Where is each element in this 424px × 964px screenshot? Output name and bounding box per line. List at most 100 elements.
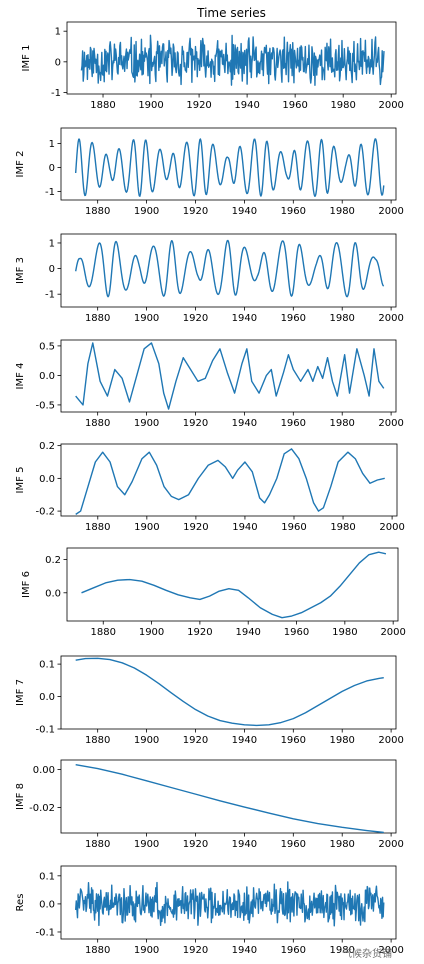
x-tick-label: 1920	[183, 313, 208, 324]
x-tick-label: 1960	[282, 100, 307, 111]
y-tick-label: -0.5	[35, 400, 55, 411]
watermark: 气候杂货铺	[342, 949, 392, 960]
x-tick-label: 2000	[378, 735, 403, 746]
y-tick-label: 0	[49, 163, 55, 174]
y-tick-label: 0.0	[39, 692, 55, 703]
y-tick-label: 0.2	[39, 441, 55, 452]
x-tick-label: 2000	[378, 313, 403, 324]
x-tick-label: 1920	[187, 627, 212, 638]
x-tick-label: 1960	[281, 839, 306, 850]
y-tick-label: 1	[49, 238, 55, 249]
x-tick-label: 1880	[91, 627, 116, 638]
y-tick-label: 1	[55, 27, 61, 38]
x-tick-label: 2000	[378, 100, 403, 111]
y-tick-label: 0.0	[39, 371, 55, 382]
x-tick-label: 1940	[232, 313, 257, 324]
x-tick-label: 1980	[329, 735, 354, 746]
x-tick-label: 2000	[378, 418, 403, 429]
x-tick-label: 1880	[85, 313, 110, 324]
x-tick-label: 1980	[329, 839, 354, 850]
panel-1: 1880 1900 1920 1940 1960 1980 2000 -1 0 1 IMF 1 Tim…	[21, 6, 404, 111]
x-tick-label: 1940	[232, 206, 257, 217]
x-tick-label: 1920	[183, 839, 208, 850]
x-tick-label: 2000	[378, 945, 403, 956]
x-tick-label: 1960	[281, 313, 306, 324]
y-axis-label: IMF 1	[21, 45, 32, 72]
panel-3: 1880 1900 1920 1940 1960 1980 2000 -1 0 1 IMF 3	[15, 233, 404, 324]
x-tick-label: 1900	[134, 522, 159, 533]
x-tick-label: 1960	[281, 206, 306, 217]
x-tick-label: 1980	[329, 206, 354, 217]
x-tick-label: 1900	[134, 735, 159, 746]
x-tick-label: 1960	[281, 735, 306, 746]
panel-7: 1880 1900 1920 1940 1960 1980 2000 -0.1 0.0 0.1 IM…	[15, 655, 404, 746]
axes-frame	[60, 127, 397, 201]
axes-frame	[60, 233, 397, 308]
x-tick-label: 1980	[332, 627, 357, 638]
y-tick-label: 0.5	[39, 341, 55, 352]
x-tick-label: 1960	[284, 627, 309, 638]
x-tick-label: 1880	[85, 522, 110, 533]
y-axis-label: IMF 7	[15, 679, 26, 706]
x-tick-label: 1920	[183, 522, 208, 533]
axes-frame	[66, 547, 399, 622]
x-tick-label: 1900	[139, 627, 164, 638]
x-tick-label: 2000	[379, 522, 404, 533]
y-axis-label: IMF 5	[15, 467, 26, 494]
y-axis-label: IMF 6	[21, 571, 32, 598]
y-tick-label: 1	[49, 139, 55, 150]
series-line	[75, 657, 384, 727]
y-axis-label: Res	[15, 894, 26, 912]
x-tick-label: 1980	[329, 313, 354, 324]
x-tick-label: 1940	[232, 418, 257, 429]
y-axis-label: IMF 2	[15, 151, 26, 178]
x-tick-label: 1900	[134, 313, 159, 324]
x-tick-label: 1940	[232, 735, 257, 746]
y-axis-label: IMF 3	[15, 257, 26, 284]
x-tick-label: 1940	[234, 100, 259, 111]
y-tick-label: -1	[45, 187, 55, 198]
x-tick-label: 1980	[329, 418, 354, 429]
x-tick-label: 1940	[235, 627, 260, 638]
x-tick-label: 1900	[134, 945, 159, 956]
x-tick-label: 1980	[329, 945, 354, 956]
panel-5: 1880 1900 1920 1940 1960 1980 2000 -0.2 0.0 0.2 IM…	[15, 441, 405, 533]
y-tick-label: 0.1	[39, 871, 55, 882]
x-tick-label: 1900	[134, 418, 159, 429]
x-tick-label: 1880	[85, 735, 110, 746]
series-line	[75, 448, 385, 515]
y-tick-label: -0.1	[35, 927, 55, 938]
panel-8: 1880 1900 1920 1940 1960 1980 2000 -0.02 0.00 IMF…	[15, 759, 404, 850]
x-tick-label: 1940	[232, 945, 257, 956]
y-tick-label: 0	[49, 264, 55, 275]
x-tick-label: 1900	[134, 839, 159, 850]
x-tick-label: 1920	[183, 945, 208, 956]
x-tick-label: 1960	[281, 522, 306, 533]
x-tick-label: 1900	[138, 100, 163, 111]
y-tick-label: -0.1	[35, 725, 55, 736]
x-tick-label: 1980	[330, 100, 355, 111]
x-tick-label: 2000	[380, 627, 405, 638]
y-tick-label: 0	[55, 57, 61, 68]
chart-title: Time series	[196, 6, 266, 20]
series-line	[80, 34, 385, 86]
x-tick-label: 2000	[378, 206, 403, 217]
y-tick-label: 0.2	[45, 555, 61, 566]
x-tick-label: 1880	[85, 839, 110, 850]
series-line	[74, 881, 385, 927]
y-axis-label: IMF 8	[15, 783, 26, 810]
panel-4: 1880 1900 1920 1940 1960 1980 2000 -0.5 0.0 0.5 IM…	[15, 339, 404, 429]
x-tick-label: 1980	[330, 522, 355, 533]
panel-9: 1880 1900 1920 1940 1960 1980 2000 -0.1 0.0 0.1 Re…	[15, 865, 404, 956]
series-line	[74, 138, 385, 197]
series-line	[75, 764, 384, 834]
series-line	[74, 239, 385, 298]
x-tick-label: 1900	[134, 206, 159, 217]
axes-frame	[60, 443, 398, 517]
axes-frame	[60, 655, 397, 730]
x-tick-label: 1960	[281, 945, 306, 956]
y-axis-label: IMF 4	[15, 363, 26, 390]
panel-2: 1880 1900 1920 1940 1960 1980 2000 -1 0 1 IMF 2	[15, 127, 404, 217]
y-tick-label: 0.00	[33, 765, 55, 776]
y-tick-label: 0.0	[45, 588, 61, 599]
